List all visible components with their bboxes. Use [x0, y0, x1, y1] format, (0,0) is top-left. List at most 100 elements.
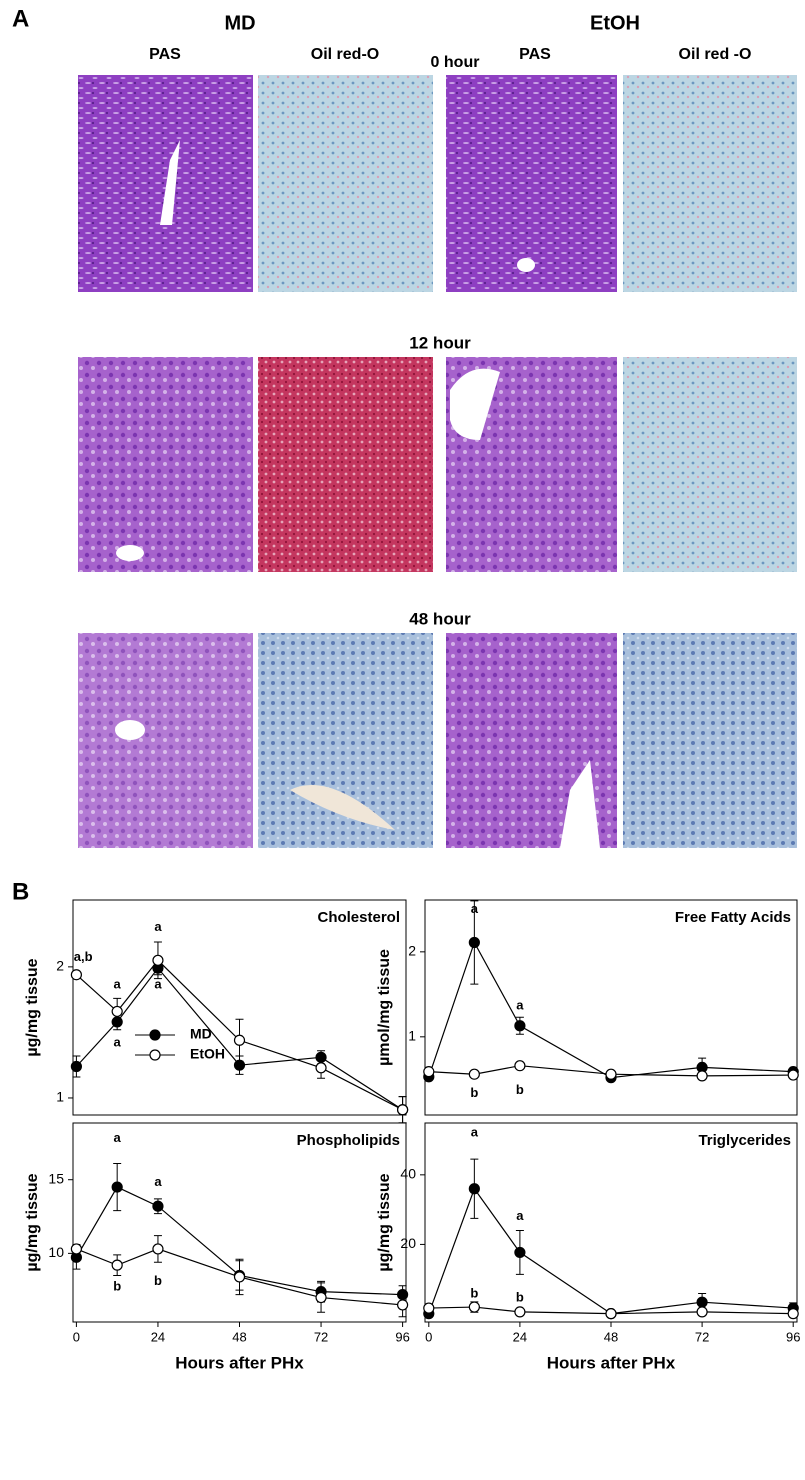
chart-title: Cholesterol — [317, 909, 400, 926]
annotation: a — [516, 1208, 524, 1223]
plot-frame — [424, 899, 798, 1116]
data-point — [696, 1070, 708, 1082]
y-tick-label: 1 — [408, 1028, 416, 1044]
x-axis-label: Hours after PHx — [175, 1353, 304, 1372]
vessel — [160, 140, 180, 225]
row-label: 12 hour — [409, 333, 471, 352]
data-point — [605, 1068, 617, 1080]
group-label: EtOH — [590, 12, 640, 34]
data-point — [514, 1246, 526, 1259]
micrograph — [623, 357, 797, 572]
data-point — [514, 1306, 526, 1318]
annotation: a — [471, 901, 479, 916]
x-tick-label: 48 — [232, 1329, 246, 1344]
annotation: a — [471, 1125, 479, 1140]
annotation: a — [154, 1174, 162, 1189]
data-point — [468, 1301, 480, 1313]
series-line — [428, 1065, 794, 1077]
x-tick-label: 72 — [314, 1329, 328, 1344]
x-tick-label: 0 — [73, 1329, 80, 1344]
series-line — [76, 1248, 403, 1306]
series-line — [428, 1187, 794, 1315]
data-point — [233, 1034, 246, 1046]
micrograph — [78, 357, 253, 572]
annotation: b — [516, 1289, 524, 1304]
data-point — [696, 1296, 708, 1308]
micrograph — [623, 75, 797, 292]
x-tick-label: 24 — [513, 1329, 527, 1344]
data-point — [152, 1200, 164, 1212]
data-point — [315, 1291, 327, 1304]
y-tick-label: 10 — [48, 1244, 64, 1260]
x-tick-label: 24 — [151, 1329, 165, 1344]
panel-label: A — [12, 5, 29, 32]
group-label: MD — [224, 12, 255, 34]
data-point — [468, 1068, 480, 1080]
annotation: a — [154, 977, 162, 992]
micrograph — [78, 75, 253, 292]
legend-marker — [149, 1029, 161, 1041]
panel-label: B — [12, 878, 29, 905]
annotation: b — [113, 1279, 121, 1294]
data-point — [111, 1181, 123, 1193]
annotation: a — [516, 998, 524, 1013]
annotation: a — [114, 1130, 122, 1145]
annotation: a — [114, 977, 122, 992]
column-label: PAS — [149, 46, 181, 63]
micrograph — [78, 633, 253, 848]
x-tick-label: 48 — [604, 1329, 618, 1344]
series-line — [75, 967, 403, 1111]
x-tick-label: 72 — [695, 1329, 709, 1344]
y-tick-label: 1 — [56, 1089, 64, 1105]
vessel — [290, 785, 395, 830]
data-point — [111, 1005, 123, 1018]
series-line — [75, 959, 403, 1111]
legend-label: MD — [190, 1026, 212, 1042]
data-point — [152, 954, 164, 966]
vessel — [115, 720, 145, 740]
plot-frame — [424, 1122, 798, 1323]
column-label: Oil red -O — [679, 46, 752, 63]
data-point — [787, 1308, 799, 1320]
data-point — [70, 1060, 82, 1073]
chart-title: Phospholipids — [297, 1132, 400, 1149]
legend-label: EtOH — [190, 1046, 225, 1062]
annotation: b — [470, 1085, 478, 1100]
x-tick-label: 0 — [425, 1329, 432, 1344]
data-point — [152, 1243, 164, 1255]
chart-title: Free Fatty Acids — [675, 909, 791, 926]
data-point — [423, 1302, 435, 1314]
data-point — [70, 1243, 82, 1255]
series-line — [428, 941, 794, 1079]
series-line — [75, 1186, 403, 1296]
data-point — [787, 1069, 799, 1081]
data-point — [315, 1062, 327, 1074]
data-point — [70, 969, 82, 981]
y-tick-label: 2 — [408, 943, 416, 959]
x-tick-label: 96 — [395, 1329, 409, 1344]
x-tick-label: 96 — [786, 1329, 800, 1344]
y-axis-label: µg/mg tissue — [24, 1173, 41, 1271]
data-point — [514, 1020, 526, 1032]
row-label: 48 hour — [409, 609, 471, 628]
vessel — [116, 545, 144, 561]
y-tick-label: 15 — [48, 1170, 64, 1186]
y-tick-label: 20 — [400, 1235, 416, 1251]
annotation: a,b — [74, 949, 93, 964]
data-point — [468, 1183, 480, 1195]
data-point — [605, 1308, 617, 1320]
annotation: b — [470, 1285, 478, 1300]
y-tick-label: 40 — [400, 1166, 416, 1182]
legend-marker — [149, 1049, 161, 1061]
annotation: a — [114, 1034, 122, 1049]
row-label: 0 hour — [431, 54, 480, 71]
x-axis-label: Hours after PHx — [547, 1353, 676, 1372]
y-axis-label: µg/mg tissue — [376, 1173, 393, 1271]
series-line — [428, 1306, 794, 1315]
data-point — [233, 1271, 246, 1283]
micrograph — [446, 75, 617, 292]
y-tick-label: 2 — [56, 958, 64, 974]
y-axis-label: µmol/mg tissue — [376, 949, 393, 1066]
